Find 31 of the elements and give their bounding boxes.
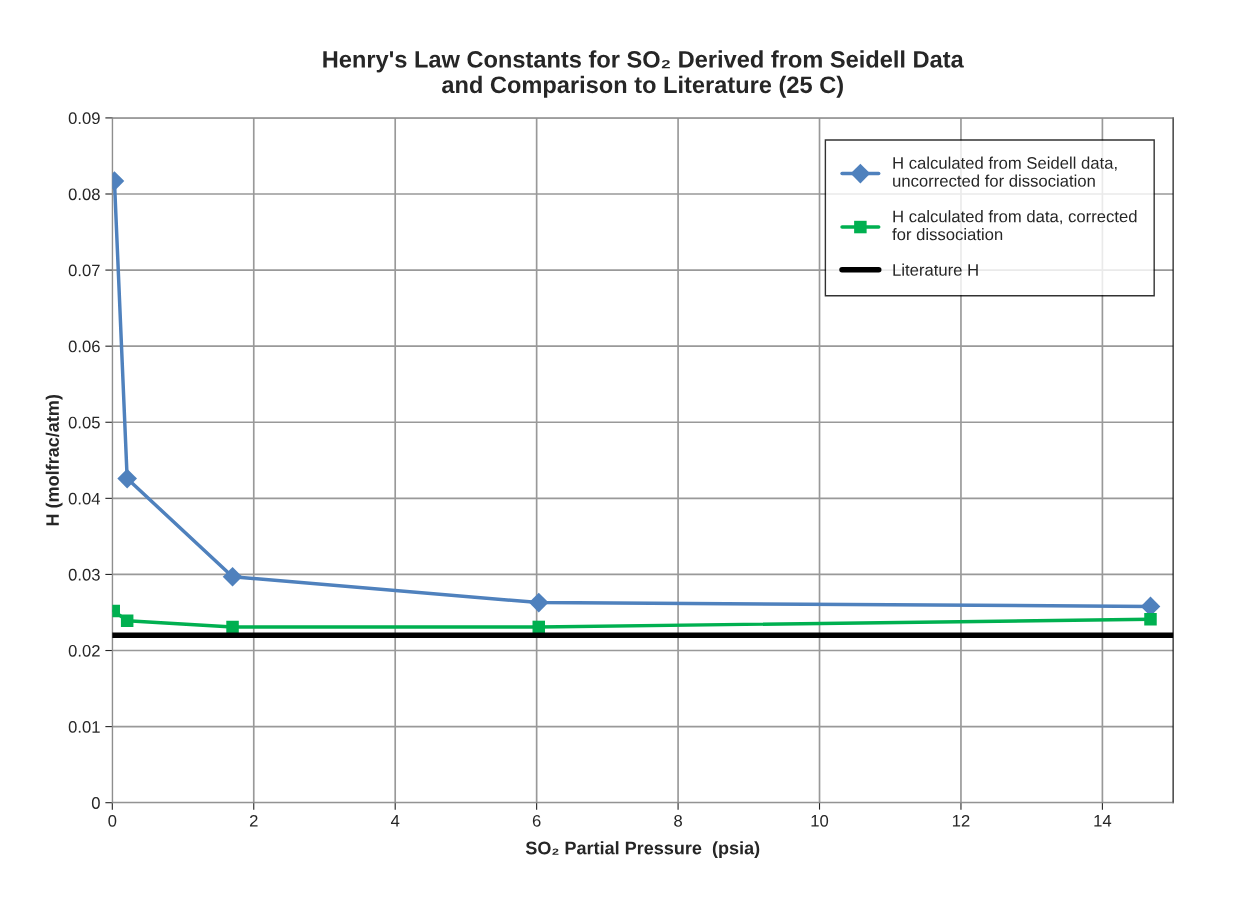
y-tick-label: 0.04 [68,492,101,505]
point [1144,613,1157,626]
x-tick-label: 4 [390,815,400,827]
chart-title: Henry's Law Constants for SO₂ Derived from Seidell Data and Comparison to Literature (25 C) [323,50,964,98]
legend-label: Literature H [893,263,978,276]
y-tick-label: 0.09 [68,112,100,125]
x-axis-title: SO₂ Partial Pressure (psia) [525,841,760,858]
point [120,614,134,628]
y-tick-label: 0.08 [68,188,100,201]
y-tick-label: 0.02 [68,644,100,657]
y-tick-label: 0.03 [68,568,100,581]
point [222,566,243,587]
point [117,468,137,489]
point [528,592,549,613]
y-tick-label: 0.07 [68,264,100,277]
y-tick-label: 0.05 [68,416,100,429]
x-tick-label: 14 [1094,815,1112,827]
y-axis-title: H (molfrac/atm) [45,394,63,526]
x-tick-label: 6 [532,814,541,827]
x-tick-label: 10 [811,814,829,827]
x-tick-label: 2 [249,814,258,827]
y-tick-label: 0 [91,797,100,809]
point [532,620,546,634]
point [226,620,239,634]
x-tick-label: 0 [108,814,117,827]
legend-label: H calculated from data, corrected for dissociation [892,210,1137,241]
x-tick-label: 8 [674,814,682,827]
x-tick-label: 12 [952,814,970,827]
legend-label: H calculated from Seidell data, uncorrected for dissociation [893,156,1117,187]
y-tick-label: 0.06 [68,340,100,353]
y-tick-label: 0.01 [68,721,100,733]
